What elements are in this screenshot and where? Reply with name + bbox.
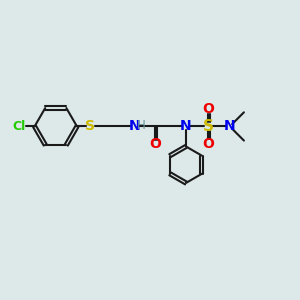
Text: N: N — [224, 119, 235, 134]
Text: Cl: Cl — [13, 120, 26, 133]
Text: S: S — [202, 119, 214, 134]
Text: H: H — [137, 119, 146, 132]
Text: S: S — [85, 119, 95, 134]
Text: O: O — [202, 102, 214, 116]
Text: N: N — [129, 119, 140, 134]
Text: O: O — [149, 137, 161, 151]
Text: O: O — [202, 136, 214, 151]
Text: N: N — [180, 119, 192, 134]
